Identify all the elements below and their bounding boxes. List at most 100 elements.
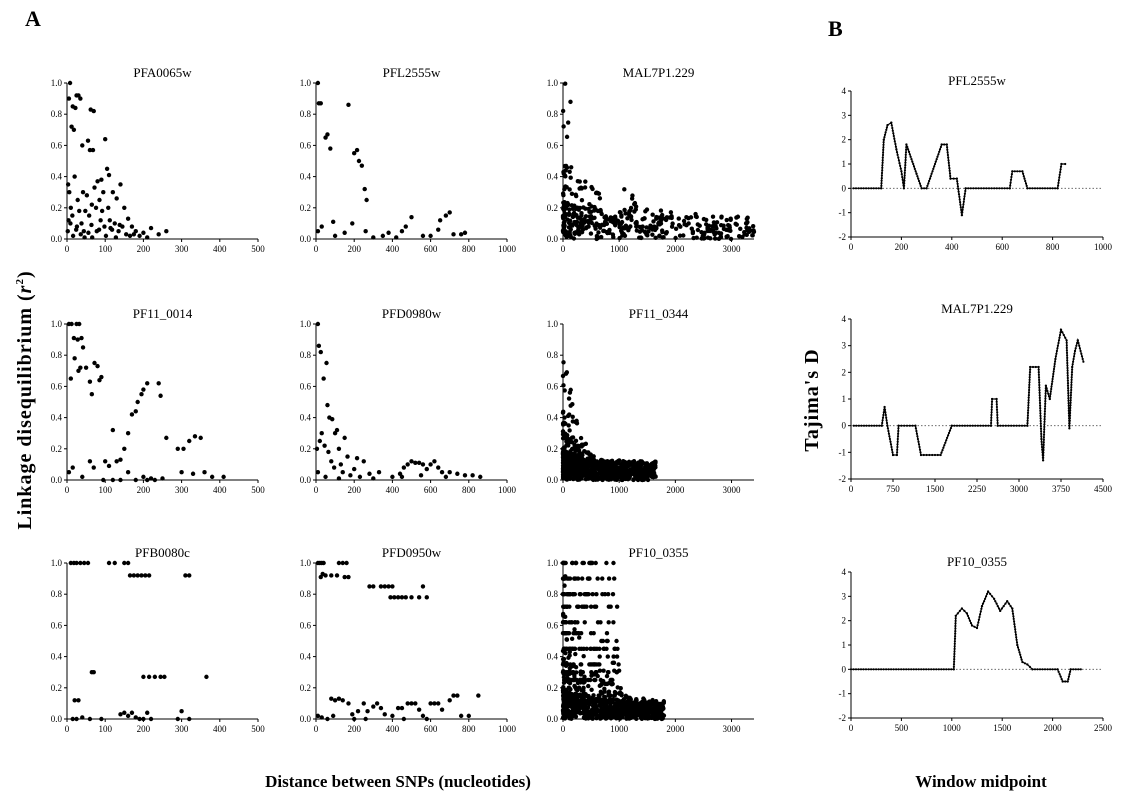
chart-6-point	[620, 477, 625, 483]
chart-8-ytick-label: 0.8	[300, 589, 312, 599]
chart-11-marker	[1042, 436, 1045, 439]
chart-12-marker	[895, 668, 898, 671]
chart-11-marker	[1047, 392, 1050, 395]
chart-3-point	[714, 220, 720, 225]
chart-11-marker	[1053, 362, 1056, 366]
chart-3-point	[668, 210, 674, 215]
chart-10-marker	[905, 148, 908, 151]
chart-10-marker	[1054, 187, 1057, 190]
chart-9-point	[595, 673, 600, 679]
chart-10-marker	[961, 206, 965, 209]
chart-10-marker	[1057, 179, 1060, 182]
chart-9-point	[612, 693, 617, 698]
chart-5-point	[326, 449, 331, 455]
chart-12-marker	[887, 668, 890, 671]
chart-6-point	[573, 469, 578, 475]
chart-10-ytick-label: 3	[842, 110, 847, 120]
chart-12-marker	[1067, 678, 1070, 681]
chart-5-point	[470, 473, 475, 478]
chart-11-marker	[1026, 416, 1029, 420]
chart-1-point	[89, 202, 95, 207]
chart-11-marker	[1067, 392, 1070, 395]
chart-12-marker	[953, 652, 956, 656]
chart-8-title: PFD0950w	[382, 545, 442, 560]
chart-11-marker	[989, 424, 993, 427]
chart-9-point	[571, 713, 577, 718]
chart-1-point	[164, 229, 169, 234]
chart-3-point	[629, 217, 634, 223]
chart-11-marker	[1052, 367, 1056, 371]
chart-12-marker	[1011, 607, 1014, 610]
chart-9-point	[573, 560, 578, 566]
chart-5-point	[324, 360, 329, 366]
chart-7-ytick-label: 0.8	[51, 589, 63, 599]
chart-6-point	[588, 459, 594, 464]
chart-7-xtick-label: 0	[65, 724, 70, 734]
chart-3-xtick-label: 3000	[723, 244, 742, 254]
chart-11-marker	[1028, 373, 1031, 376]
chart-3-point	[654, 225, 659, 230]
chart-7-point	[133, 715, 138, 720]
chart-12-marker	[954, 624, 957, 628]
chart-12-marker	[954, 627, 957, 630]
chart-12-xtick-label: 0	[849, 723, 854, 733]
chart-11-marker	[1077, 341, 1080, 345]
chart-3-point	[658, 221, 664, 226]
chart-11-marker	[990, 421, 993, 425]
chart-9-point	[616, 668, 622, 673]
chart-4-point	[135, 399, 140, 405]
chart-8-point	[346, 574, 351, 580]
chart-9-point	[650, 697, 655, 703]
chart-12-marker	[966, 614, 970, 617]
chart-6-point	[614, 472, 620, 477]
chart-9-point	[606, 592, 611, 597]
chart-3-point	[654, 216, 659, 221]
chart-12-xtick-label: 1000	[943, 723, 962, 733]
chart-10-marker	[962, 200, 965, 203]
chart-11-marker	[896, 448, 899, 451]
chart-6-ytick-label: 1.0	[547, 319, 559, 329]
chart-10-title: PFL2555w	[948, 73, 1006, 88]
chart-9-point	[576, 631, 581, 636]
chart-6-point	[594, 459, 600, 464]
chart-6-point	[585, 464, 590, 470]
chart-11-marker	[1054, 360, 1057, 363]
chart-11-marker	[870, 424, 873, 427]
chart-11-marker	[991, 397, 994, 401]
chart-11-marker	[915, 432, 919, 435]
chart-3-point	[669, 215, 674, 221]
chart-3-point	[564, 165, 570, 170]
chart-8-point	[399, 705, 405, 711]
chart-6-point	[604, 477, 610, 482]
chart-12-marker	[897, 668, 900, 671]
chart-3-point	[584, 225, 589, 230]
chart-1-point	[87, 147, 93, 153]
chart-4-point	[129, 412, 135, 417]
chart-10-marker	[903, 174, 906, 177]
chart-3-point	[609, 217, 614, 222]
chart-10-marker	[890, 121, 893, 124]
chart-7-point	[187, 716, 192, 722]
chart-12-marker	[1054, 668, 1057, 671]
chart-12-marker	[857, 668, 860, 671]
chart-11-marker	[1004, 424, 1007, 427]
chart-9-point	[582, 691, 588, 697]
chart-5-point	[367, 471, 372, 476]
chart-8-point	[390, 713, 395, 719]
chart-9-point	[589, 695, 595, 701]
chart-1-point	[106, 172, 112, 178]
chart-4-point	[91, 465, 96, 470]
chart-5-point	[462, 473, 468, 478]
chart-6-point	[561, 360, 566, 365]
chart-6-point	[642, 464, 648, 469]
chart-10-marker	[899, 167, 902, 170]
chart-9-point	[602, 689, 607, 694]
chart-10-marker	[1059, 171, 1062, 174]
chart-3-point	[628, 208, 633, 213]
chart-5-point	[316, 343, 322, 349]
chart-3-point	[725, 233, 730, 239]
chart-11-marker	[1065, 346, 1068, 349]
chart-8-point	[395, 705, 401, 711]
chart-11-marker	[885, 419, 888, 422]
chart-11-marker	[891, 451, 894, 454]
